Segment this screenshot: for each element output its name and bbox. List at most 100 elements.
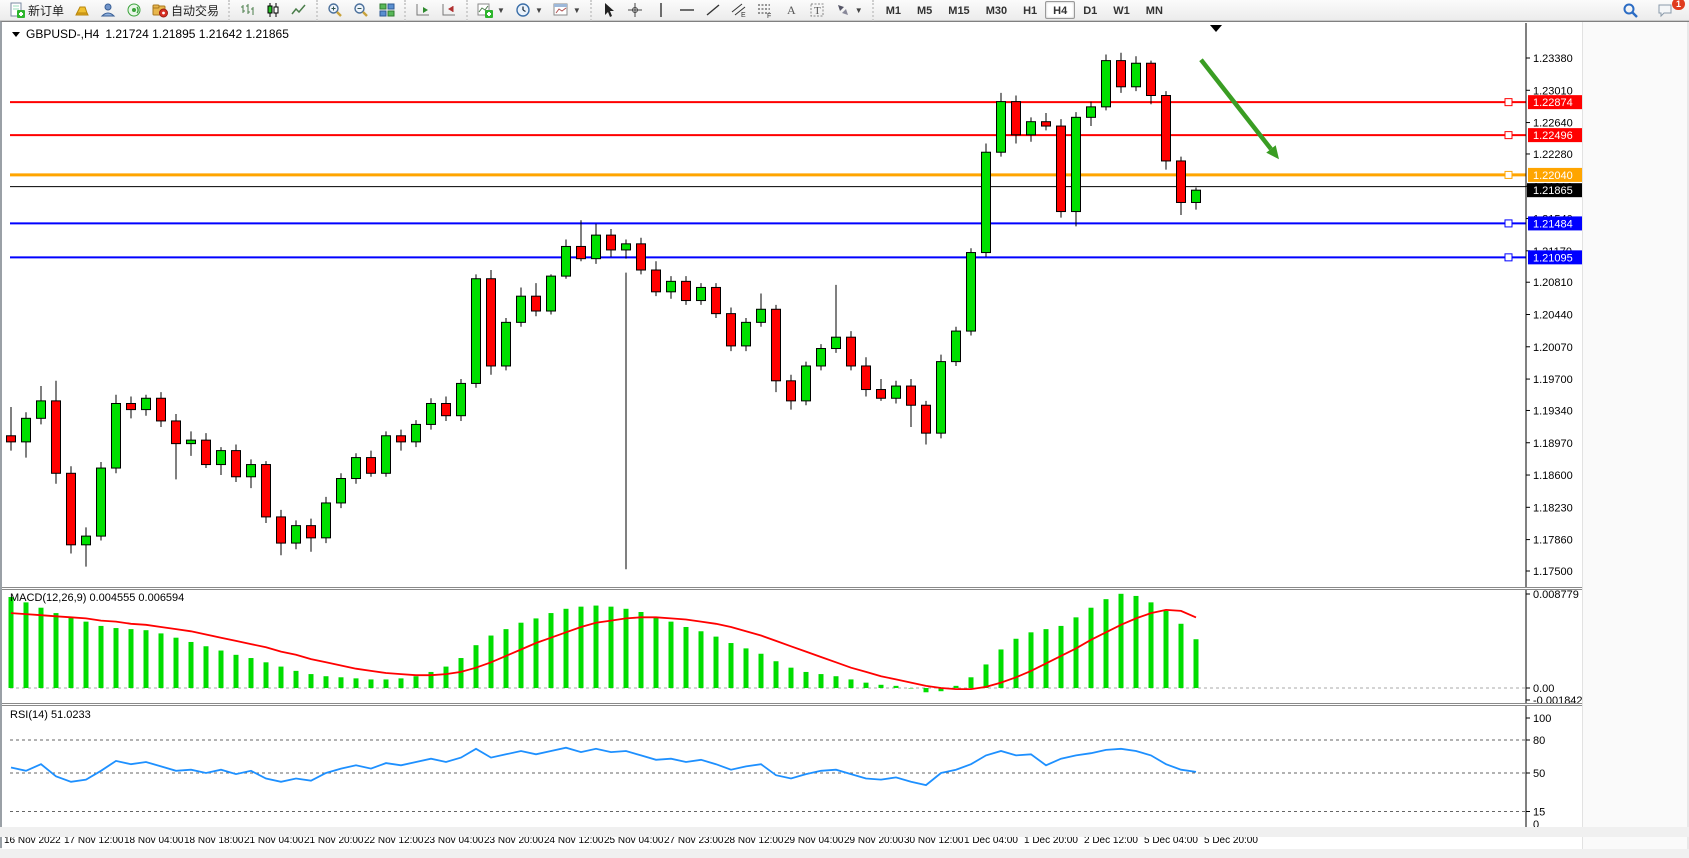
macd-histogram-bar (533, 618, 539, 688)
candle-bullish (111, 402, 121, 469)
timeframe-D1[interactable]: D1 (1083, 5, 1098, 17)
signals-button[interactable] (121, 1, 147, 20)
candle-bearish (276, 516, 286, 544)
line-drag-handle[interactable] (1504, 219, 1513, 228)
macd-histogram-bar (923, 688, 929, 693)
autotrading-button[interactable]: 自动交易 (147, 1, 224, 20)
bid-price-label-text: 1.21865 (1533, 185, 1573, 197)
macd-histogram-bar (473, 645, 479, 688)
market-watch-button[interactable] (69, 1, 95, 20)
timeframe-M1[interactable]: M1 (885, 5, 901, 17)
periods-button[interactable]: ▼ (510, 1, 548, 20)
candlestick-chart-button[interactable] (260, 1, 286, 20)
macd-histogram-bar (38, 607, 44, 688)
candle-bullish (1191, 189, 1201, 203)
arrows-tool-button[interactable]: ▼ (830, 1, 868, 20)
line-drag-handle[interactable] (1504, 98, 1513, 107)
timeframe-M5[interactable]: M5 (917, 5, 933, 17)
chart-dropdown-icon[interactable] (12, 32, 20, 37)
chart-shift-button[interactable] (436, 1, 462, 20)
macd-histogram-bar (398, 678, 404, 688)
timeframe-MN[interactable]: MN (1145, 5, 1163, 17)
macd-histogram-bar (998, 649, 1004, 688)
pane-splitter[interactable] (2, 703, 1582, 706)
tile-windows-button[interactable] (374, 1, 400, 20)
candle-bullish (996, 101, 1006, 153)
indicators-button[interactable]: ▼ (472, 1, 510, 20)
trendline-icon (706, 4, 720, 16)
macd-histogram-bar (1043, 629, 1049, 688)
macd-histogram-bar (1088, 607, 1094, 688)
vertical-line-icon (660, 3, 662, 17)
line-drag-handle[interactable] (1504, 170, 1513, 179)
fibonacci-tool-button[interactable]: F (752, 1, 778, 20)
candle-bullish (426, 402, 436, 425)
auto-scroll-button[interactable] (410, 1, 436, 20)
chart-shift-marker[interactable] (1210, 25, 1222, 32)
horizontal-line-tool-button[interactable] (674, 1, 700, 20)
macd-histogram-bar (638, 611, 644, 688)
timeframe-W1[interactable]: W1 (1113, 5, 1130, 17)
bar-chart-button[interactable] (234, 1, 260, 20)
data-window-button[interactable] (95, 1, 121, 20)
trend-arrow-line[interactable] (1199, 58, 1273, 151)
trend-arrow-head[interactable] (1266, 145, 1279, 160)
macd-histogram-bar (563, 608, 569, 688)
candle-bearish (366, 457, 376, 474)
candle-bearish (876, 389, 886, 399)
text-label-tool-button[interactable]: T (804, 1, 830, 20)
line-drag-handle[interactable] (1504, 253, 1513, 262)
candle-bullish (141, 397, 151, 411)
crosshair-tool-button[interactable] (622, 1, 648, 20)
candle-bullish (816, 348, 826, 367)
rsi-line (10, 746, 1197, 787)
line-price-label-text: 1.22496 (1533, 130, 1573, 142)
candle-bullish (966, 252, 976, 332)
candle-bullish (591, 234, 601, 260)
price-axis-tick-label: 1.20070 (1533, 342, 1573, 354)
macd-histogram-bar (968, 677, 974, 688)
price-pane[interactable]: 1.233801.230101.226401.222801.219101.215… (2, 23, 1583, 587)
candle-bearish (861, 365, 871, 391)
timeframe-H4[interactable]: H4 (1045, 1, 1076, 19)
notifications-button[interactable]: 1 (1652, 0, 1685, 20)
rsi-axis-label: 100 (1533, 713, 1551, 725)
new-order-button[interactable]: 新订单 (4, 1, 69, 20)
zoom-out-button[interactable] (348, 1, 374, 20)
candle-bullish (561, 245, 571, 277)
line-chart-button[interactable] (286, 1, 312, 20)
autotrading-icon (152, 4, 169, 18)
timeframe-M15[interactable]: M15 (948, 5, 970, 17)
macd-histogram-bar (1013, 638, 1019, 688)
pane-splitter[interactable] (2, 587, 1582, 590)
vertical-line-tool-button[interactable] (648, 1, 674, 20)
macd-histogram-bar (773, 661, 779, 688)
time-axis-label: 28 Nov 12:00 (724, 835, 784, 846)
price-axis-tick-label: 1.22280 (1533, 149, 1573, 161)
rsi-axis-label: 80 (1533, 735, 1545, 747)
candle-bullish (36, 400, 46, 419)
search-button[interactable] (1617, 1, 1644, 20)
candle-bearish (846, 336, 856, 367)
timeframe-M30[interactable]: M30 (985, 5, 1008, 17)
macd-histogram-bar (263, 662, 269, 688)
cursor-tool-button[interactable] (596, 1, 622, 20)
price-axis-tick-label: 1.23010 (1533, 85, 1573, 97)
channel-tool-button[interactable]: E (726, 1, 752, 20)
text-tool-button[interactable]: A (778, 1, 804, 20)
line-drag-handle[interactable] (1504, 131, 1513, 140)
templates-button[interactable]: ▼ (548, 1, 586, 20)
candle-bearish (486, 278, 496, 367)
trendline-tool-button[interactable] (700, 1, 726, 20)
time-axis-label: 18 Nov 04:00 (124, 835, 184, 846)
macd-histogram-bar (1028, 632, 1034, 688)
candle-bullish (246, 464, 256, 478)
macd-histogram-bar (788, 667, 794, 688)
price-axis-tick-label: 1.18230 (1533, 502, 1573, 514)
macd-histogram-bar (113, 628, 119, 688)
chevron-down-icon: ▼ (572, 5, 581, 15)
timeframe-H1[interactable]: H1 (1023, 5, 1038, 17)
zoom-in-button[interactable] (322, 1, 348, 20)
rsi-pane[interactable]: 100 80 50 150 (2, 706, 1582, 831)
